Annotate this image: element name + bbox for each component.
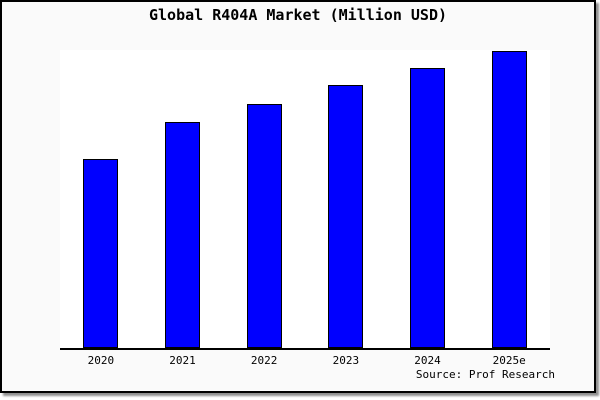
source-credit: Source: Prof Research [415,368,555,381]
bar-2022 [246,104,282,348]
bar-2025e [491,50,527,348]
x-tick-label-2025e: 2025e [492,354,526,367]
x-axis-labels: 2020 2021 2022 2023 2024 2025e [60,354,550,367]
x-tick-label-2021: 2021 [169,354,196,367]
bar-2024 [409,68,445,348]
bars [60,50,550,348]
bar-2021 [164,122,200,348]
x-tick-label-2022: 2022 [250,354,278,367]
bar-2023 [328,85,364,348]
x-tick-label-2020: 2020 [87,354,115,367]
bar-2020 [83,158,119,348]
x-tick-label-2023: 2023 [332,354,360,367]
x-tick-label-2024: 2024 [414,354,441,367]
chart-title: Global R404A Market (Million USD) [148,6,447,24]
plot-area [60,50,550,350]
